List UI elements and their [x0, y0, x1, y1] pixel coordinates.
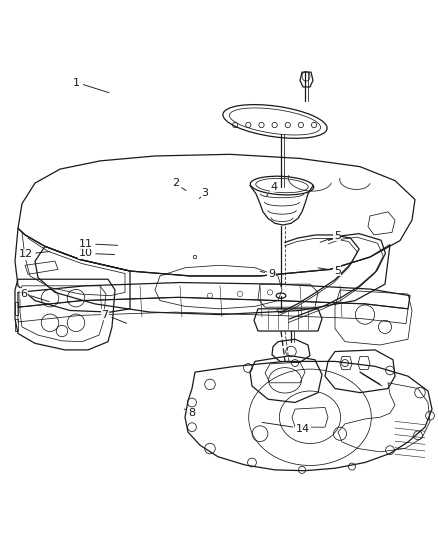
Text: 12: 12: [18, 249, 50, 259]
Text: 14: 14: [262, 422, 310, 433]
Text: 2: 2: [172, 178, 186, 190]
Text: 9: 9: [260, 269, 275, 279]
Text: 6: 6: [21, 289, 49, 302]
Text: 11: 11: [78, 239, 118, 249]
Text: 10: 10: [78, 248, 115, 259]
Text: 1: 1: [73, 77, 109, 93]
Text: 8: 8: [184, 408, 195, 418]
Text: 5: 5: [320, 231, 341, 243]
Text: 3: 3: [199, 188, 208, 199]
Text: 7: 7: [102, 310, 127, 324]
Text: 4: 4: [266, 182, 277, 197]
Text: 5: 5: [318, 266, 341, 276]
